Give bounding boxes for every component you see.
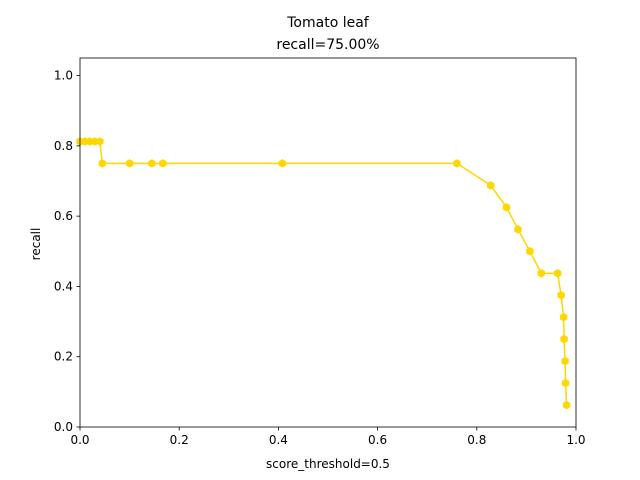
- x-tick-label: 0.6: [368, 433, 387, 447]
- data-point: [98, 159, 107, 168]
- data-point: [560, 334, 568, 344]
- plot-frame: [79, 57, 577, 428]
- data-point: [486, 181, 495, 190]
- chart-title: Tomato leaf: [286, 15, 370, 31]
- x-tick-label: 0.8: [467, 433, 486, 447]
- data-point: [278, 159, 287, 168]
- y-tick-label: 0.2: [54, 350, 73, 364]
- y-axis-label: recall: [29, 228, 43, 261]
- data-point: [537, 268, 545, 278]
- data-point: [125, 159, 134, 168]
- data-point: [553, 268, 562, 278]
- x-axis-label: score_threshold=0.5: [266, 457, 390, 471]
- data-point: [514, 225, 522, 234]
- y-tick-label: 0.0: [54, 420, 73, 434]
- data-point: [562, 400, 571, 410]
- y-tick-label: 0.4: [54, 279, 73, 293]
- data-point: [561, 356, 569, 366]
- x-tick-label: 0.4: [269, 433, 288, 447]
- data-point: [502, 203, 511, 212]
- data-point: [526, 247, 534, 256]
- y-tick-label: 0.8: [54, 139, 73, 153]
- data-point: [559, 312, 568, 322]
- data-point: [96, 137, 104, 146]
- chart-subtitle: recall=75.00%: [276, 37, 379, 53]
- x-tick-label: 0.0: [70, 433, 89, 447]
- x-tick-label: 0.2: [170, 433, 189, 447]
- data-point: [148, 159, 156, 168]
- data-point: [561, 378, 570, 388]
- y-tick-label: 1.0: [54, 69, 73, 83]
- data-point: [159, 159, 167, 168]
- plot-area: 0.0 0.2 0.4 0.6 0.8 1.0 0.0 0.2 0.4 0.6 0.8 1.0: [54, 57, 586, 447]
- data-point: [453, 159, 461, 168]
- data-point: [557, 290, 565, 300]
- y-tick-label: 0.6: [54, 209, 73, 223]
- x-tick-label: 1.0: [566, 433, 585, 447]
